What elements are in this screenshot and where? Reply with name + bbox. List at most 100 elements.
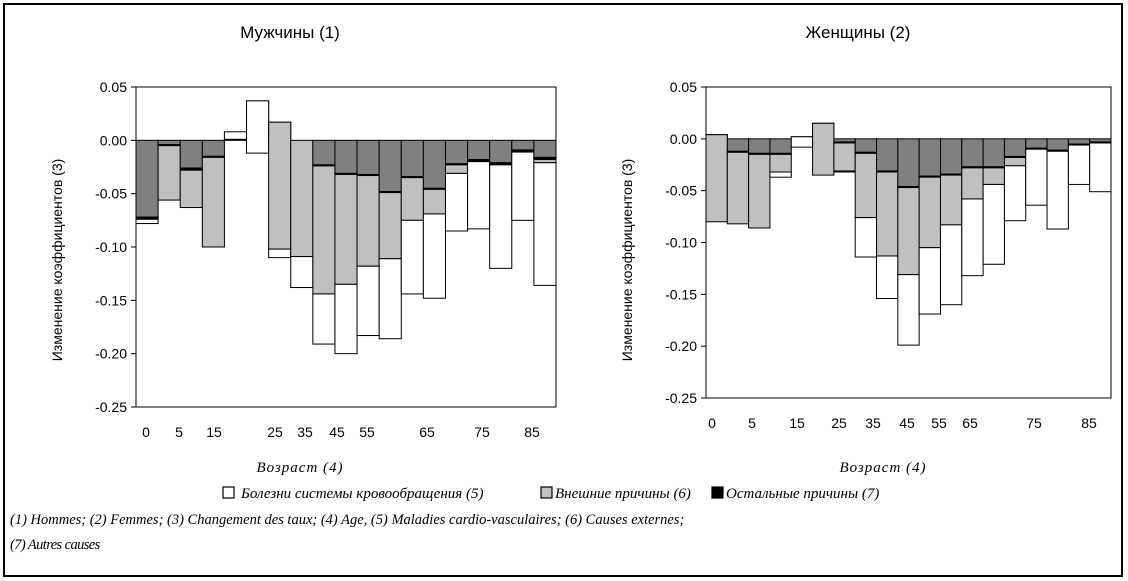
bar-external-women (876, 171, 899, 257)
bar-cardio-women (982, 183, 1005, 265)
x-tick-label: 55 (359, 424, 375, 440)
bar-base-men (201, 139, 225, 157)
bar-cardio-men (268, 248, 292, 259)
x-tick-label: 75 (1026, 415, 1042, 431)
bar-cardio-men (467, 161, 491, 230)
bar-external-men (290, 139, 314, 258)
bar-cardio-men (378, 258, 402, 340)
bar-base-women (854, 138, 878, 153)
bar-base-women (876, 138, 899, 172)
bar-cardio-women (1003, 165, 1027, 222)
bar-cardio-men (334, 283, 358, 355)
footnote-line-2: (7) Autres causes (10, 537, 100, 553)
x-tick-label: 0 (708, 415, 716, 431)
x-tick-label: 85 (1081, 415, 1097, 431)
bar-cardio-women (961, 198, 984, 277)
bar-base-men (422, 139, 446, 189)
y-axis-label-men: Изменение коэффициентов (3) (49, 159, 65, 362)
plot-men: 0.05 0.00 -0.05 -0.10 -0.15 -0.20 -0.25 0 5 15 25 3… (95, 79, 557, 440)
bar-external-women (726, 151, 750, 225)
bar-cardio-men (290, 256, 314, 289)
bar-base-men (533, 139, 557, 158)
bar-base-men (157, 139, 181, 146)
bar-base-women (1046, 138, 1069, 151)
bar-base-men (489, 139, 513, 164)
y-axis-label-women: Изменение коэффициентов (3) (619, 159, 635, 362)
bar-base-women (918, 138, 941, 177)
bar-cardio-women (918, 247, 941, 315)
bar-external-women (854, 152, 878, 219)
bar-cardio-men (533, 162, 557, 286)
bar-cardio-men (422, 213, 446, 299)
bar-external-women (748, 153, 771, 229)
bar-base-men (378, 139, 402, 193)
bar-external-men (334, 173, 358, 285)
x-tick-label: 65 (419, 424, 435, 440)
legend-label-cardio: Болезни системы кровообращения (5) (240, 486, 484, 502)
bar-cardio-women (1025, 148, 1048, 206)
bar-external-men (201, 156, 225, 248)
legend-swatch-cardio (222, 486, 235, 499)
y-tick-label: 0.00 (100, 132, 127, 148)
bar-base-women (726, 138, 750, 152)
x-tick-label: 45 (329, 424, 345, 440)
bar-base-men (312, 139, 336, 166)
bar-external-men (444, 164, 469, 174)
bar-external-women (769, 153, 792, 173)
bar-cardio-men (356, 265, 380, 337)
y-tick-label: -0.10 (95, 239, 127, 255)
legend-swatch-other (711, 486, 724, 499)
bar-external-women (833, 142, 856, 172)
bar-external-women (961, 167, 984, 200)
bar-external-men (268, 121, 292, 250)
bar-cardio-men (223, 131, 248, 140)
plot-women: 0.05 0.00 -0.05 -0.10 -0.15 -0.20 -0.25 0 5 15 25 3… (665, 79, 1112, 431)
x-tick-label: 55 (931, 415, 947, 431)
y-tick-label: -0.25 (665, 390, 697, 406)
bar-cardio-women (876, 255, 899, 299)
x-tick-label: 65 (962, 415, 978, 431)
y-tick-label: 0.00 (670, 131, 697, 147)
bar-cardio-women (790, 136, 814, 148)
bar-base-women (1025, 138, 1048, 149)
bar-base-women (961, 138, 984, 168)
bar-cardio-women (854, 217, 878, 258)
x-tick-label: 0 (142, 424, 150, 440)
bar-cardio-men (444, 172, 469, 232)
y-tick-label: -0.10 (665, 235, 697, 251)
chart-title-men: Мужчины (1) (240, 23, 340, 42)
y-tick-label: -0.15 (665, 286, 697, 302)
y-tick-label: -0.15 (95, 292, 127, 308)
bar-cardio-women (769, 171, 792, 178)
bar-base-men (356, 139, 380, 175)
bar-base-men (511, 139, 535, 151)
bar-cardio-men (246, 100, 270, 154)
bar-cardio-women (833, 170, 856, 173)
bar-base-women (1003, 138, 1027, 157)
bar-cardio-women (1046, 150, 1069, 230)
bar-cardio-men (511, 151, 535, 221)
bar-external-men (400, 177, 424, 221)
y-tick-label: -0.05 (95, 186, 127, 202)
bar-base-women (1067, 138, 1091, 145)
bar-external-women (705, 134, 728, 223)
bar-external-women (812, 122, 835, 176)
x-tick-label: 5 (748, 415, 756, 431)
bar-base-men (135, 139, 159, 218)
bar-cardio-men (135, 218, 159, 225)
bar-cardio-men (400, 219, 424, 295)
y-tick-label: -0.05 (665, 183, 697, 199)
bar-external-women (982, 167, 1005, 185)
bar-cardio-women (1089, 142, 1112, 193)
bar-external-men (422, 188, 446, 215)
bar-external-men (312, 165, 336, 295)
bar-external-women (897, 187, 920, 276)
bar-base-men (467, 139, 491, 161)
bar-external-men (356, 175, 380, 267)
bar-base-men (444, 139, 469, 165)
legend: Болезни системы кровообращения (5) Внешн… (222, 486, 879, 502)
x-axis-label-men: Возраст (4) (256, 460, 343, 476)
bar-external-women (939, 174, 963, 226)
bar-base-men (179, 139, 203, 169)
